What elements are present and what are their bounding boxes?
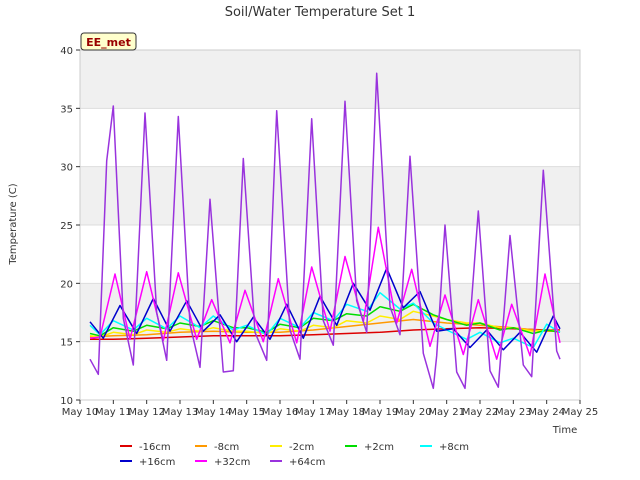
x-tick-label: May 25 <box>562 407 599 418</box>
legend-label: +2cm <box>364 442 394 453</box>
annotation-label: EE_met <box>86 36 131 49</box>
chart-title: Soil/Water Temperature Set 1 <box>225 5 416 20</box>
y-tick-label: 20 <box>60 279 73 290</box>
legend: -16cm -8cm -2cm +2cm +8cm +16cm +32cm +64cm <box>120 442 469 468</box>
x-tick-label: May 24 <box>528 407 565 418</box>
x-tick-label: May 18 <box>328 407 365 418</box>
series-group <box>89 72 561 390</box>
legend-label: +8cm <box>439 442 469 453</box>
plot-background <box>80 50 580 400</box>
x-tick-label: May 16 <box>262 407 299 418</box>
legend-label: +64cm <box>289 457 325 468</box>
legend-label: -2cm <box>289 442 314 453</box>
x-tick-label: May 14 <box>195 407 232 418</box>
plot-band <box>80 341 580 400</box>
x-axis-label: Time <box>552 425 577 436</box>
y-tick-label: 35 <box>60 104 73 115</box>
x-tick-label: May 22 <box>462 407 499 418</box>
plot-band <box>80 50 580 109</box>
y-tick-label: 30 <box>60 163 73 174</box>
x-tick-label: May 10 <box>62 407 99 418</box>
legend-label: +16cm <box>139 457 175 468</box>
x-tick-label: May 19 <box>362 407 399 418</box>
legend-label: +32cm <box>214 457 250 468</box>
x-tick-label: May 11 <box>95 407 132 418</box>
y-tick-label: 25 <box>60 221 73 232</box>
y-axis-label: Temperature (C) <box>8 183 19 265</box>
annotation-box <box>80 32 137 51</box>
x-tick-label: May 20 <box>395 407 432 418</box>
legend-label: -8cm <box>214 442 239 453</box>
x-tick-label: May 15 <box>228 407 265 418</box>
y-tick-label: 15 <box>60 338 73 349</box>
plot-band <box>80 225 580 284</box>
y-tick-label: 40 <box>60 46 73 57</box>
annotation-group: EE_met <box>80 32 137 51</box>
series-line <box>89 72 561 390</box>
x-tick-label: May 12 <box>128 407 165 418</box>
x-tick-label: May 23 <box>495 407 532 418</box>
y-tick-label: 10 <box>60 396 73 407</box>
plot-band <box>80 166 580 225</box>
plot-band <box>80 108 580 167</box>
x-tick-label: May 21 <box>428 407 465 418</box>
x-tick-label: May 17 <box>295 407 332 418</box>
legend-label: -16cm <box>139 442 171 453</box>
x-tick-label: May 13 <box>162 407 199 418</box>
